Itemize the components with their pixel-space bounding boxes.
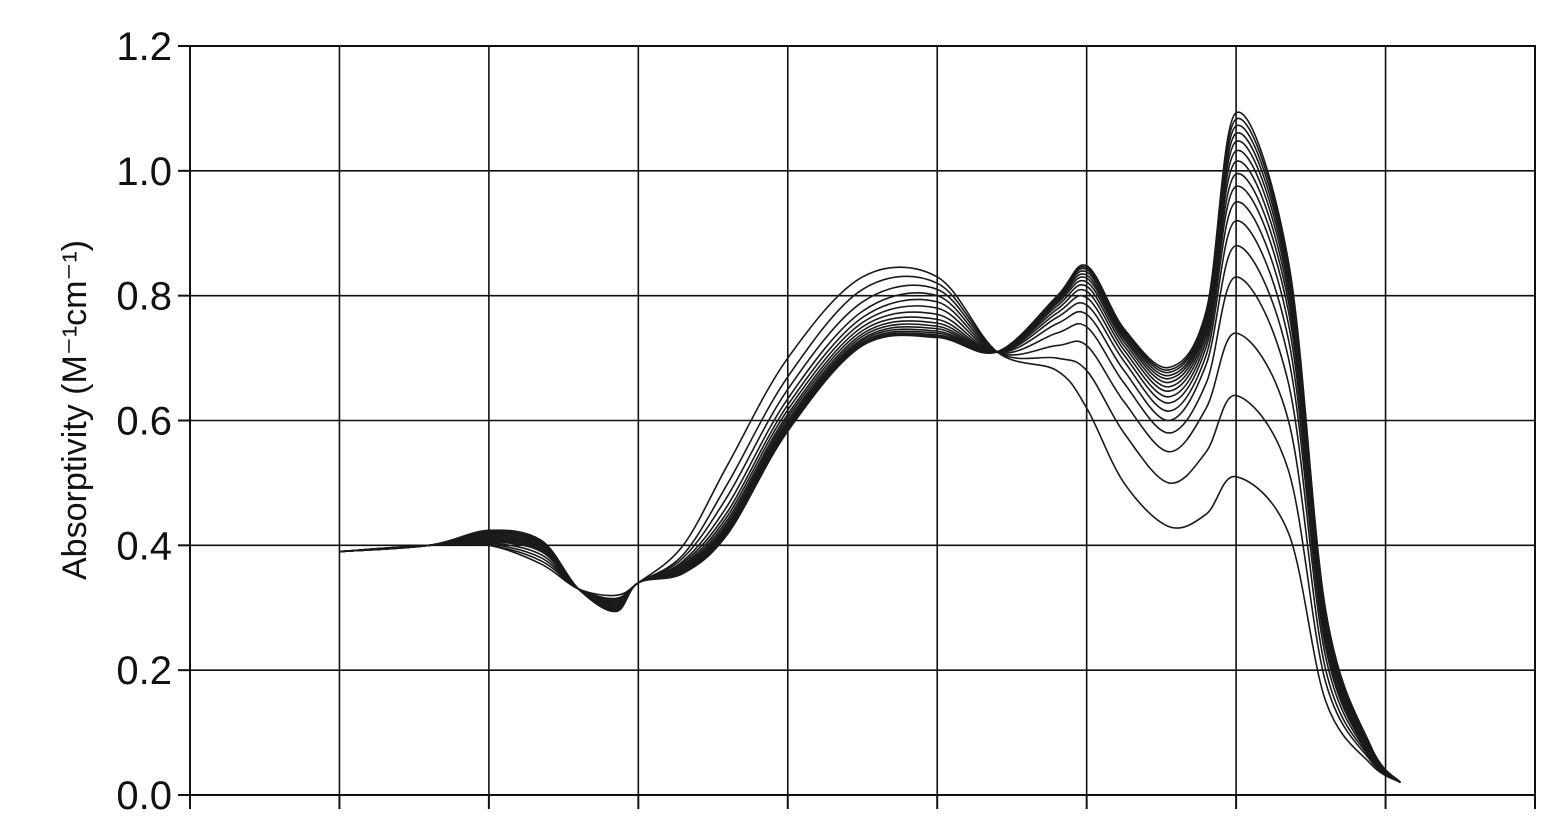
y-tick-label: 0.2 — [116, 649, 172, 693]
y-tick-label: 0.0 — [116, 774, 172, 818]
series-line-14 — [339, 124, 1402, 784]
y-tick-label: 0.8 — [116, 275, 172, 319]
series-line-16 — [339, 111, 1402, 784]
spectra-series — [339, 111, 1402, 784]
y-tick-label: 0.6 — [116, 400, 172, 444]
y-tick-label: 0.4 — [116, 524, 172, 568]
y-axis-label: Absorptivity (M⁻¹cm⁻¹) — [56, 240, 94, 580]
series-line-6 — [339, 219, 1402, 784]
series-line-1 — [339, 266, 1401, 784]
series-line-8 — [339, 185, 1402, 784]
y-tick-label: 1.0 — [116, 150, 172, 194]
series-line-10 — [339, 160, 1402, 784]
series-line-15 — [339, 117, 1402, 784]
series-line-13 — [339, 132, 1402, 784]
y-axis-tick-labels: 0.0 0.2 0.4 0.6 0.8 1.0 1.2 — [116, 25, 172, 818]
series-line-11 — [339, 149, 1402, 784]
series-line-7 — [339, 201, 1402, 784]
y-tick-label: 1.2 — [116, 25, 172, 69]
series-line-12 — [339, 140, 1402, 784]
grid-lines — [178, 45, 1536, 809]
